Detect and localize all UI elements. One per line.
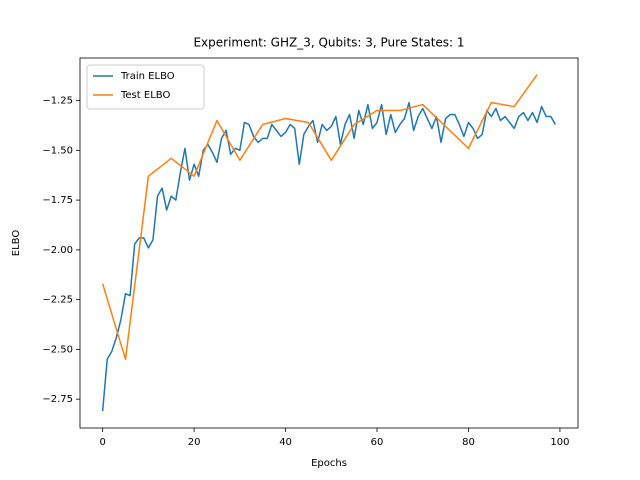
y-tick-label: −2.25 <box>42 295 73 306</box>
x-tick-label: 0 <box>99 437 105 448</box>
chart-title: Experiment: GHZ_3, Qubits: 3, Pure State… <box>193 36 464 50</box>
y-axis-label: ELBO <box>11 230 22 257</box>
line <box>101 101 557 412</box>
y-tick-label: −1.75 <box>42 195 73 206</box>
x-tick-label: 20 <box>188 437 201 448</box>
legend-label: Test ELBO <box>120 90 170 101</box>
x-tick-label: 80 <box>462 437 475 448</box>
y-tick-label: −1.25 <box>42 96 73 107</box>
x-axis-label: Epochs <box>311 458 347 469</box>
x-tick-label: 60 <box>371 437 384 448</box>
y-tick-label: −1.50 <box>42 145 73 156</box>
line <box>101 74 538 361</box>
legend-label: Train ELBO <box>120 71 175 82</box>
x-tick-label: 100 <box>550 437 569 448</box>
y-tick-label: −2.00 <box>42 245 73 256</box>
y-tick-label: −2.50 <box>42 344 73 355</box>
legend-box <box>86 64 205 110</box>
y-tick-label: −2.75 <box>42 394 73 405</box>
x-tick-label: 40 <box>279 437 292 448</box>
plot-frame <box>79 57 579 429</box>
